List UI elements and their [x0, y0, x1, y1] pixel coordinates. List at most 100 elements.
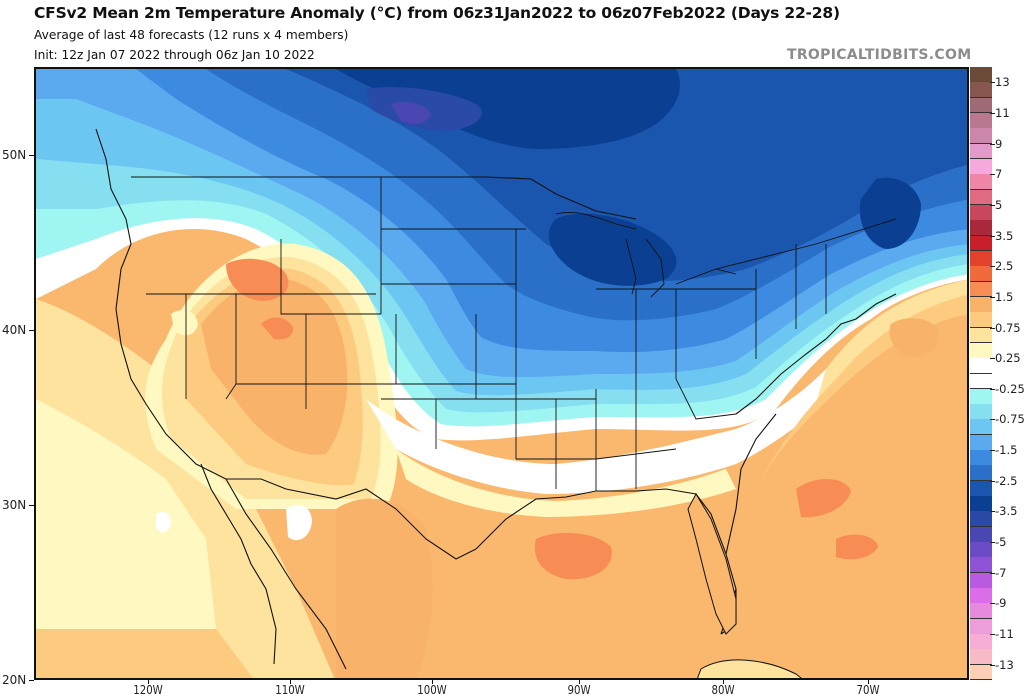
colorbar-label: 11: [995, 105, 1010, 120]
lon-label-90w: 90W: [567, 683, 591, 697]
lat-tick: [29, 680, 34, 681]
colorbar-bin: [970, 97, 992, 114]
anomaly-map: [34, 67, 969, 680]
colorbar-bin: [970, 465, 992, 482]
colorbar-tick: [990, 174, 995, 176]
colorbar-tick: [990, 450, 995, 452]
colorbar-bin: [970, 312, 992, 328]
lat-tick: [29, 505, 34, 506]
colorbar-label: -7: [995, 565, 1007, 580]
lat-tick: [29, 330, 34, 331]
colorbar-label: 13: [995, 75, 1010, 90]
colorbar-bin: [970, 542, 992, 558]
colorbar-tick: [990, 388, 995, 390]
colorbar-bin: [970, 634, 992, 650]
colorbar-bin: [970, 557, 992, 574]
lon-tick: [579, 680, 580, 684]
lon-label-120w: 120W: [133, 683, 163, 697]
lon-label-70w: 70W: [856, 683, 880, 697]
colorbar-tick: [990, 235, 995, 237]
colorbar-bin: [970, 450, 992, 466]
colorbar-label: 1.5: [995, 289, 1014, 304]
colorbar-bin: [970, 419, 992, 436]
colorbar-label: -11: [995, 627, 1014, 642]
colorbar-tick: [990, 82, 995, 84]
lon-tick: [432, 680, 433, 684]
chart-title: CFSv2 Mean 2m Temperature Anomaly (°C) f…: [34, 4, 840, 22]
colorbar-label: 0.75: [995, 320, 1021, 335]
lon-tick: [723, 680, 724, 684]
colorbar-bin: [970, 572, 992, 589]
colorbar-label: -9: [995, 596, 1007, 611]
colorbar-tick: [990, 634, 995, 636]
colorbar-label: -2.5: [995, 473, 1018, 488]
colorbar-bin: [970, 189, 992, 206]
colorbar-bin: [970, 618, 992, 635]
subtitle-init-range: Init: 12z Jan 07 2022 through 06z Jan 10…: [34, 48, 315, 62]
colorbar-bin: [970, 434, 992, 451]
colorbar-bin: [970, 373, 992, 390]
colorbar-label: 5: [995, 197, 1003, 212]
colorbar-label: -0.75: [995, 412, 1024, 427]
colorbar-bin: [970, 143, 992, 160]
colorbar-bin: [970, 496, 992, 512]
colorbar-tick: [990, 296, 995, 298]
colorbar-label: -3.5: [995, 504, 1018, 519]
colorbar-bin: [970, 327, 992, 344]
colorbar-bin: [970, 296, 992, 313]
lon-label-110w: 110W: [275, 683, 305, 697]
brand-watermark: TROPICALTIDBITS.COM: [787, 47, 972, 63]
colorbar-label: -5: [995, 535, 1007, 550]
colorbar-bin: [970, 250, 992, 267]
lat-label-30n: 30N: [2, 498, 27, 512]
colorbar-bin: [970, 67, 992, 83]
colorbar-tick: [990, 603, 995, 605]
colorbar-bin: [970, 82, 992, 99]
colorbar-bin: [970, 128, 992, 145]
colorbar-tick: [990, 542, 995, 544]
colorbar: [970, 67, 992, 681]
colorbar-label: 0.25: [995, 351, 1021, 366]
lat-tick: [29, 155, 34, 156]
colorbar-label: -0.25: [995, 381, 1024, 396]
lon-tick: [868, 680, 869, 684]
colorbar-tick: [990, 664, 995, 666]
colorbar-bin: [970, 342, 992, 359]
colorbar-bin: [970, 404, 992, 420]
colorbar-bin: [970, 588, 992, 604]
colorbar-bin: [970, 112, 992, 129]
colorbar-bin: [970, 526, 992, 543]
colorbar-tick: [990, 266, 995, 268]
colorbar-label: 9: [995, 136, 1003, 151]
lon-tick: [148, 680, 149, 684]
colorbar-label: 2.5: [995, 259, 1014, 274]
colorbar-bin: [970, 266, 992, 283]
colorbar-bin: [970, 664, 992, 681]
colorbar-label: -13: [995, 657, 1014, 672]
lon-label-80w: 80W: [711, 683, 735, 697]
colorbar-tick: [990, 480, 995, 482]
colorbar-tick: [990, 358, 995, 360]
lat-label-50n: 50N: [2, 148, 27, 162]
lat-label-20n: 20N: [2, 673, 27, 687]
colorbar-bin: [970, 603, 992, 620]
lat-label-40n: 40N: [2, 323, 27, 337]
colorbar-bin: [970, 204, 992, 221]
colorbar-tick: [990, 511, 995, 513]
colorbar-label: -1.5: [995, 443, 1018, 458]
colorbar-bin: [970, 158, 992, 175]
colorbar-bin: [970, 174, 992, 191]
colorbar-tick: [990, 112, 995, 114]
colorbar-tick: [990, 143, 995, 145]
colorbar-bin: [970, 480, 992, 497]
colorbar-label: 3.5: [995, 228, 1014, 243]
colorbar-bin: [970, 649, 992, 666]
colorbar-bin: [970, 220, 992, 237]
colorbar-bin: [970, 281, 992, 298]
colorbar-label: 7: [995, 167, 1003, 182]
colorbar-tick: [990, 327, 995, 329]
colorbar-bin: [970, 388, 992, 405]
colorbar-tick: [990, 572, 995, 574]
colorbar-tick: [990, 419, 995, 421]
colorbar-bin: [970, 511, 992, 528]
